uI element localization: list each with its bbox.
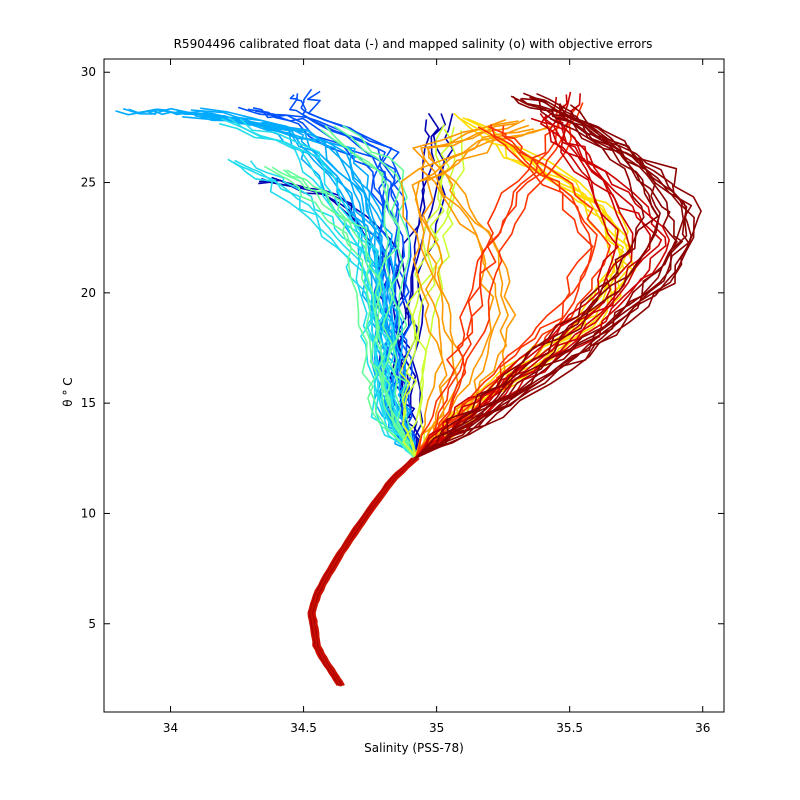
- chart-title: R5904496 calibrated float data (-) and m…: [174, 37, 653, 51]
- y-axis-label: θ ° C: [61, 377, 75, 406]
- profile-line-deep-0: [307, 457, 414, 687]
- x-tick-label: 34: [163, 721, 178, 735]
- plot-area: [115, 88, 702, 687]
- x-axis: 34 34.5 35 35.5 36: [163, 59, 710, 735]
- x-axis-label: Salinity (PSS-78): [364, 741, 464, 755]
- y-tick-label: 25: [81, 176, 96, 190]
- y-tick-label: 10: [81, 506, 96, 520]
- x-tick-label: 34.5: [290, 721, 317, 735]
- x-tick-label: 35: [429, 721, 444, 735]
- y-tick-label: 30: [81, 65, 96, 79]
- y-axis: 5 10 15 20 25 30: [81, 65, 724, 631]
- profile-line-deep-3: [311, 457, 418, 686]
- profile-line-18-1: [310, 115, 662, 687]
- profile-line-22-3: [311, 92, 661, 687]
- profile-line-deep-4: [313, 457, 420, 687]
- x-tick-label: 35.5: [556, 721, 583, 735]
- x-tick-label: 36: [695, 721, 710, 735]
- profile-line-17-0: [309, 104, 565, 686]
- y-tick-label: 5: [88, 617, 96, 631]
- profile-line-deep-2: [310, 457, 416, 687]
- y-tick-label: 15: [81, 396, 96, 410]
- profile-line-18-3: [310, 118, 670, 687]
- y-tick-label: 20: [81, 286, 96, 300]
- axes-box: [103, 58, 725, 713]
